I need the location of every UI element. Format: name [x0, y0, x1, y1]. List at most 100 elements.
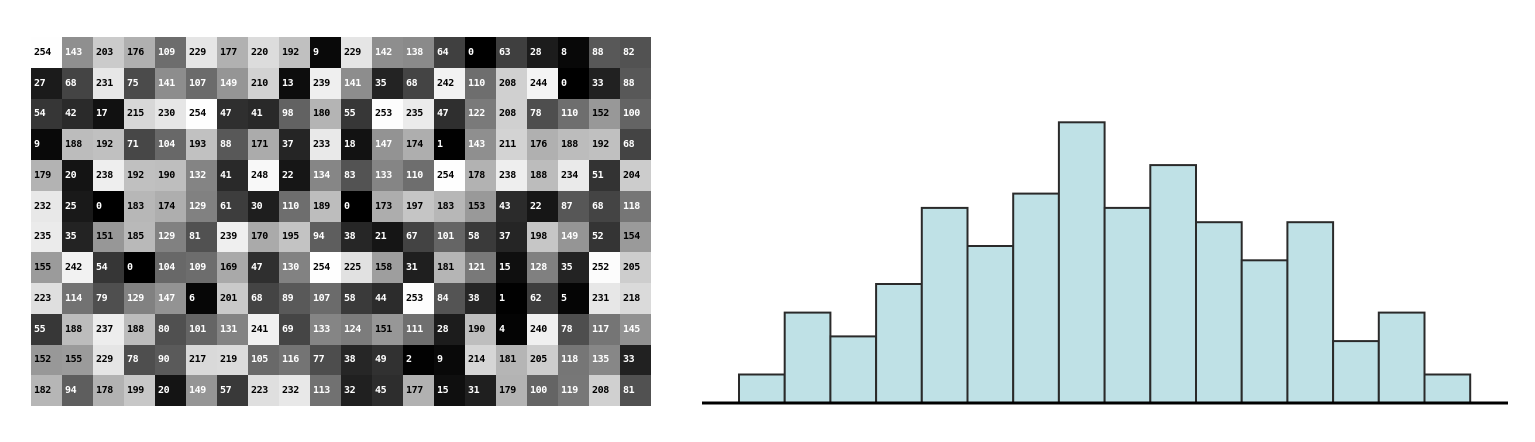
pixel-cell: 188 — [62, 129, 93, 160]
pixel-cell: 100 — [620, 98, 651, 130]
pixel-cell: 55 — [31, 313, 62, 345]
pixel-cell: 47 — [248, 252, 279, 283]
pixel-cell: 21 — [372, 221, 403, 253]
pixel-cell: 104 — [155, 129, 186, 160]
pixel-cell: 43 — [496, 190, 527, 222]
pixel-cell: 101 — [186, 313, 217, 345]
pixel-cell: 149 — [217, 67, 248, 99]
pixel-cell: 28 — [434, 313, 465, 345]
pixel-cell: 188 — [124, 313, 155, 345]
pixel-cell: 87 — [558, 190, 589, 222]
pixel-cell: 241 — [248, 313, 279, 345]
pixel-cell: 178 — [93, 375, 124, 406]
pixel-cell: 81 — [186, 221, 217, 253]
pixel-cell: 158 — [372, 252, 403, 283]
pixel-cell: 143 — [62, 37, 93, 68]
pixel-cell: 41 — [217, 160, 248, 191]
pixel-cell: 54 — [93, 252, 124, 283]
pixel-cell: 52 — [589, 221, 620, 253]
pixel-cell: 5 — [558, 283, 589, 314]
pixel-cell: 154 — [620, 221, 651, 253]
pixel-cell: 173 — [372, 190, 403, 222]
pixel-cell: 229 — [341, 37, 372, 68]
pixel-cell: 239 — [310, 67, 341, 99]
pixel-cell: 192 — [589, 129, 620, 160]
pixel-cell: 208 — [589, 375, 620, 406]
histogram-bar — [1195, 221, 1243, 404]
pixel-cell: 205 — [620, 252, 651, 283]
pixel-cell: 109 — [155, 37, 186, 68]
pixel-cell: 107 — [186, 67, 217, 99]
pixel-cell: 179 — [496, 375, 527, 406]
pixel-cell: 75 — [124, 67, 155, 99]
pixel-cell: 254 — [31, 37, 62, 68]
pixel-cell: 38 — [465, 283, 496, 314]
pixel-cell: 235 — [31, 221, 62, 253]
pixel-cell: 124 — [341, 313, 372, 345]
pixel-cell: 2 — [403, 344, 434, 376]
pixel-cell: 199 — [124, 375, 155, 406]
pixel-cell: 219 — [217, 344, 248, 376]
pixel-cell: 134 — [310, 160, 341, 191]
pixel-cell: 253 — [372, 98, 403, 130]
pixel-cell: 51 — [589, 160, 620, 191]
pixel-cell: 254 — [434, 160, 465, 191]
pixel-cell: 129 — [124, 283, 155, 314]
histogram-bar — [829, 335, 878, 404]
pixel-cell: 197 — [403, 190, 434, 222]
pixel-cell: 179 — [31, 160, 62, 191]
pixel-cell: 149 — [186, 375, 217, 406]
pixel-cell: 78 — [124, 344, 155, 376]
pixel-cell: 0 — [465, 37, 496, 68]
pixel-cell: 145 — [620, 313, 651, 345]
pixel-cell: 130 — [279, 252, 310, 283]
pixel-cell: 47 — [217, 98, 248, 130]
pixel-cell: 128 — [527, 252, 558, 283]
pixel-cell: 78 — [527, 98, 558, 130]
pixel-cell: 98 — [279, 98, 310, 130]
pixel-cell: 110 — [279, 190, 310, 222]
pixel-cell: 151 — [93, 221, 124, 253]
pixel-cell: 253 — [403, 283, 434, 314]
pixel-cell: 239 — [217, 221, 248, 253]
pixel-cell: 8 — [558, 37, 589, 68]
pixel-cell: 214 — [465, 344, 496, 376]
pixel-cell: 68 — [248, 283, 279, 314]
pixel-cell: 185 — [124, 221, 155, 253]
pixel-cell: 204 — [620, 160, 651, 191]
pixel-cell: 143 — [465, 129, 496, 160]
pixel-cell: 198 — [527, 221, 558, 253]
pixel-cell: 116 — [279, 344, 310, 376]
pixel-cell: 188 — [62, 313, 93, 345]
pixel-cell: 33 — [589, 67, 620, 99]
pixel-cell: 171 — [248, 129, 279, 160]
pixel-cell: 235 — [403, 98, 434, 130]
pixel-cell: 240 — [527, 313, 558, 345]
pixel-cell: 182 — [31, 375, 62, 406]
pixel-cell: 58 — [465, 221, 496, 253]
pixel-cell: 129 — [155, 221, 186, 253]
pixel-cell: 135 — [589, 344, 620, 376]
pixel-cell: 6 — [186, 283, 217, 314]
pixel-cell: 244 — [527, 67, 558, 99]
pixel-cell: 62 — [527, 283, 558, 314]
pixel-cell: 38 — [341, 344, 372, 376]
pixel-cell: 37 — [279, 129, 310, 160]
pixel-cell: 54 — [31, 98, 62, 130]
pixel-cell: 0 — [93, 190, 124, 222]
pixel-cell: 208 — [496, 67, 527, 99]
histogram-bar — [1012, 192, 1060, 404]
pixel-cell: 32 — [341, 375, 372, 406]
pixel-cell: 169 — [217, 252, 248, 283]
pixel-cell: 138 — [403, 37, 434, 68]
pixel-cell: 88 — [589, 37, 620, 68]
pixel-cell: 68 — [62, 67, 93, 99]
pixel-cell: 1 — [434, 129, 465, 160]
pixel-cell: 218 — [620, 283, 651, 314]
pixel-cell: 45 — [372, 375, 403, 406]
pixel-cell: 35 — [372, 67, 403, 99]
pixel-cell: 254 — [310, 252, 341, 283]
pixel-cell: 211 — [496, 129, 527, 160]
histogram-bar — [1103, 206, 1152, 405]
pixel-value-grid: 254 143 203 176 109 229 177 220 192 9 229 142 138 64 0… — [31, 37, 651, 406]
